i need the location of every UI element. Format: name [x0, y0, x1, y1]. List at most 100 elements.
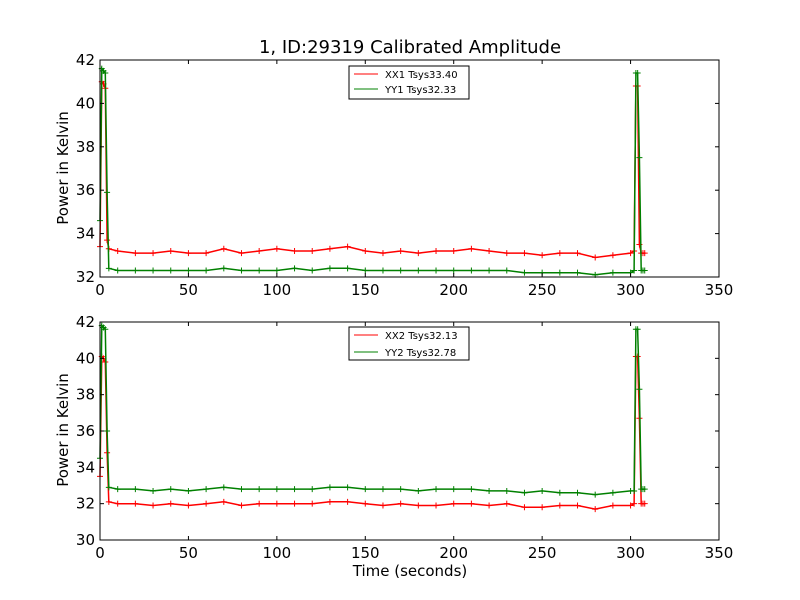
top-series-1-point [609, 269, 616, 276]
bottom-series-0-point [397, 500, 404, 507]
top-series-1-point [574, 269, 581, 276]
top-series-1-point [641, 267, 648, 274]
bottom-series-0-point [362, 500, 369, 507]
top-series-0-point [256, 247, 263, 254]
bottom-series-0-point [203, 500, 210, 507]
bottom-series-0-point [556, 502, 563, 509]
bottom-series-0-point [114, 500, 121, 507]
bottom-series-0-point [220, 498, 227, 505]
top-legend: XX1 Tsys33.40 YY1 Tsys32.33 [348, 65, 470, 100]
top-series-0-point [415, 250, 422, 257]
bottom-legend-label-yy2: YY2 Tsys32.78 [384, 348, 456, 359]
top-series-0-point [203, 250, 210, 257]
bottom-series-0-point [132, 500, 139, 507]
top-plot-frame [99, 59, 720, 278]
top-series-1-point [256, 267, 263, 274]
top-series-0-point [309, 247, 316, 254]
top-series-1-point [114, 267, 121, 274]
bottom-subplot: 0 50 100 150 200 250 300 350 30 32 34 36 38 40 42 Pow… [54, 313, 733, 580]
top-series-0-point [592, 254, 599, 261]
top-series-1-point [102, 70, 109, 77]
top-y-tick-label: 42 [76, 51, 95, 69]
bottom-y-tick-label: 40 [76, 349, 95, 367]
top-legend-label-yy1: YY1 Tsys32.33 [384, 85, 456, 96]
bottom-series-1-point [114, 486, 121, 493]
bottom-series-0-point [631, 500, 638, 507]
bottom-series-0-point [238, 502, 245, 509]
bottom-series-1-point [503, 487, 510, 494]
bottom-series-1-point [379, 486, 386, 493]
top-series-1-point [450, 267, 457, 274]
bottom-series-0-point [503, 500, 510, 507]
top-x-tick-label: 150 [351, 281, 380, 299]
top-series-0-point [185, 250, 192, 257]
bottom-series-1-point [433, 486, 440, 493]
top-series-0-point [503, 250, 510, 257]
bottom-plot-frame [99, 321, 720, 541]
bottom-x-tick-label: 250 [528, 544, 557, 562]
top-series-0-point [556, 250, 563, 257]
top-x-tick-label: 100 [263, 281, 292, 299]
bottom-y-tick-label: 38 [76, 386, 95, 404]
bottom-series-1-point [238, 486, 245, 493]
bottom-series-1-point [102, 326, 109, 333]
top-series-0-point [220, 245, 227, 252]
top-series-0-point [433, 247, 440, 254]
top-series-0-point [344, 243, 351, 250]
top-series-0-point [104, 237, 111, 244]
bottom-series-1-point [556, 489, 563, 496]
bottom-series-1-point [273, 486, 280, 493]
bottom-series-1-point [631, 487, 638, 494]
top-legend-box [348, 65, 470, 100]
top-series-1-point [521, 269, 528, 276]
bottom-series-1-point [344, 484, 351, 491]
bottom-series-0-point [326, 498, 333, 505]
top-x-tick-label: 200 [439, 281, 468, 299]
bottom-series-0-point [167, 500, 174, 507]
top-series-1-point [132, 267, 139, 274]
top-series-0-point [379, 250, 386, 257]
bottom-series-0-point [309, 500, 316, 507]
top-series-0-point [641, 250, 648, 257]
top-series-0-point [362, 247, 369, 254]
bottom-series-1-point [468, 486, 475, 493]
bottom-series-0-point [256, 500, 263, 507]
bottom-series-1-point [574, 489, 581, 496]
top-x-tick-label: 350 [705, 281, 734, 299]
top-subplot: 1, ID:29319 Calibrated Amplitude 0 50 100 1… [54, 37, 733, 299]
top-series-0-point [326, 245, 333, 252]
top-series-0-point [150, 250, 157, 257]
top-series-1-point [468, 267, 475, 274]
top-series-1-point [556, 269, 563, 276]
bottom-y-tick-label: 34 [76, 458, 95, 476]
top-x-tick-label: 0 [95, 281, 105, 299]
bottom-series-0-point [150, 502, 157, 509]
bottom-legend: XX2 Tsys32.13 YY2 Tsys32.78 [348, 326, 470, 361]
top-series-0-point [486, 247, 493, 254]
bottom-series-1-point [486, 487, 493, 494]
top-series-1-point [486, 267, 493, 274]
bottom-series-1-point [326, 484, 333, 491]
top-x-axis-ticks: 0 50 100 150 200 250 300 350 [95, 60, 733, 299]
top-series-1-point [344, 265, 351, 272]
bottom-series-1-point [309, 486, 316, 493]
bottom-series-1-point [634, 326, 641, 333]
top-series-1-point [503, 267, 510, 274]
top-x-tick-label: 250 [528, 281, 557, 299]
bottom-legend-box [348, 326, 470, 361]
bottom-series-1-point [415, 487, 422, 494]
bottom-series-0-point [185, 502, 192, 509]
bottom-series-group [97, 322, 648, 513]
top-series-0-point [627, 250, 634, 257]
bottom-series-0-point [641, 500, 648, 507]
top-series-0-point [273, 245, 280, 252]
top-series-1-point [273, 267, 280, 274]
bottom-x-axis-label: Time (seconds) [352, 562, 468, 580]
top-y-tick-label: 36 [76, 181, 95, 199]
bottom-series-1-point [636, 386, 643, 393]
bottom-series-1-point [450, 486, 457, 493]
bottom-y-tick-label: 36 [76, 422, 95, 440]
top-series-1-point [185, 267, 192, 274]
bottom-series-0-point [291, 500, 298, 507]
bottom-series-0-point [468, 500, 475, 507]
